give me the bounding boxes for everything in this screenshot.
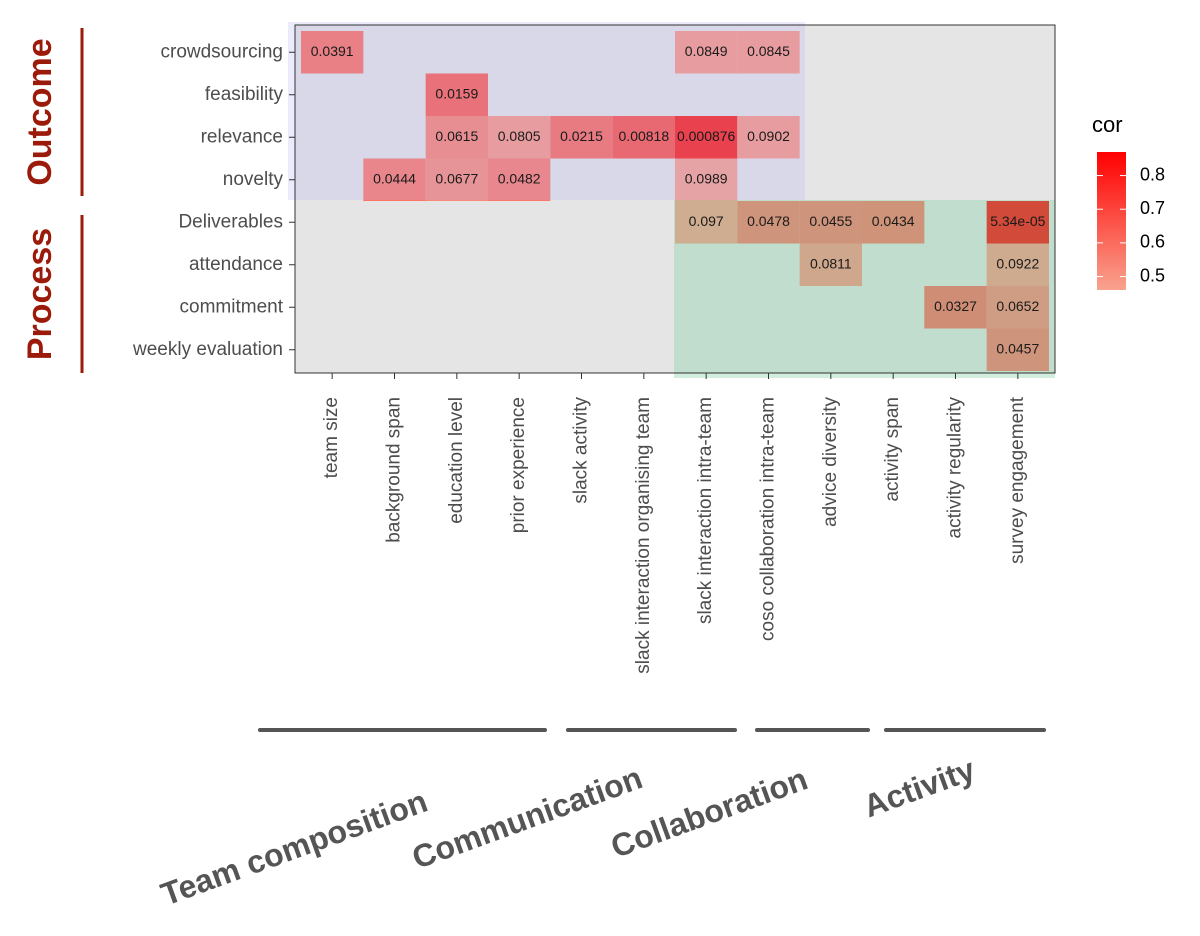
y-tick-label: attendance (189, 254, 283, 275)
heat-cell (986, 201, 1049, 244)
cell-label: 0.0455 (809, 213, 852, 229)
y-tick-label: crowdsourcing (161, 41, 284, 62)
cell-label: 0.0327 (934, 298, 977, 314)
cell-label: 0.0434 (872, 213, 915, 229)
cell-label: 0.0215 (560, 128, 603, 144)
cell-label: 0.00818 (619, 128, 670, 144)
column-group-label: Communication (407, 759, 647, 876)
y-tick-label: weekly evaluation (132, 339, 283, 360)
cell-label: 0.0845 (747, 43, 790, 59)
x-tick-label: slack interaction intra-team (695, 397, 716, 624)
heat-cell (675, 158, 738, 201)
heat-cell (675, 116, 738, 159)
outcome-region (288, 22, 805, 200)
heat-cell (488, 158, 551, 201)
x-tick-label: team size (321, 397, 342, 478)
cell-label: 0.0478 (747, 213, 790, 229)
y-tick-label: commitment (180, 296, 284, 317)
heat-cell (488, 116, 551, 159)
legend-label: 0.5 (1140, 265, 1165, 285)
cell-label: 0.0677 (435, 170, 478, 186)
heat-cell (425, 158, 488, 201)
x-tick-label: background span (384, 397, 405, 543)
cell-label: 0.0615 (435, 128, 478, 144)
heat-cell (737, 116, 800, 159)
heat-cell (799, 243, 862, 286)
x-tick-label: coso collaboration intra-team (758, 397, 779, 641)
heat-cell (612, 116, 675, 159)
y-tick-label: Deliverables (178, 211, 283, 232)
legend-label: 0.7 (1140, 198, 1165, 218)
cell-label: 0.0902 (747, 128, 790, 144)
cell-label: 0.0159 (435, 85, 478, 101)
x-tick-label: education level (446, 397, 467, 524)
x-tick-label: activity span (882, 397, 903, 502)
process-region (674, 200, 1055, 378)
heat-cell (986, 286, 1049, 329)
x-tick-label: advice diversity (820, 397, 841, 527)
cell-label: 0.0652 (996, 298, 1039, 314)
cell-label: 0.0811 (810, 255, 852, 271)
heat-cell (799, 201, 862, 244)
heat-cell (550, 116, 613, 159)
y-tick-label: novelty (223, 169, 284, 190)
panel-border (294, 24, 1056, 374)
cell-label: 0.0849 (685, 43, 728, 59)
x-tick-label: survey engagement (1007, 396, 1028, 564)
column-group-label: Team composition (156, 783, 432, 913)
row-group-label: Process (21, 228, 59, 360)
heat-cell (425, 116, 488, 159)
heat-cell (862, 201, 925, 244)
cell-label: 0.0457 (996, 340, 1039, 356)
cell-label: 5.34e-05 (990, 213, 1045, 229)
cell-label: 0.0922 (996, 255, 1039, 271)
x-tick-label: slack activity (571, 397, 592, 504)
cell-label: 0.0805 (498, 128, 541, 144)
cell-label: 0.0482 (498, 170, 541, 186)
cell-label: 0.0391 (311, 43, 354, 59)
legend-label: 0.6 (1140, 232, 1165, 252)
y-tick-label: relevance (201, 126, 283, 147)
y-tick-label: feasibility (205, 84, 284, 105)
cell-label: 0.0989 (685, 170, 728, 186)
x-tick-label: activity regularity (945, 397, 966, 539)
heat-cell (737, 201, 800, 244)
legend-title: cor (1092, 112, 1123, 137)
heat-cell (737, 31, 800, 74)
heat-cell (363, 158, 426, 201)
cell-label: 0.0444 (373, 170, 416, 186)
heat-cell (986, 243, 1049, 286)
cell-label: 0.097 (689, 213, 724, 229)
heat-cell (301, 31, 364, 74)
x-tick-label: prior experience (508, 397, 529, 533)
heat-cell (675, 31, 738, 74)
row-group-label: Outcome (21, 38, 59, 185)
column-group-label: Activity (859, 751, 980, 824)
legend-bar (1097, 152, 1126, 290)
heat-cell (675, 201, 738, 244)
heat-cell (986, 328, 1049, 371)
x-tick-label: slack interaction organising team (633, 397, 654, 674)
cell-label: 0.000876 (677, 128, 736, 144)
heat-cell (924, 286, 987, 329)
heat-cell (425, 73, 488, 116)
legend-label: 0.8 (1140, 164, 1165, 184)
